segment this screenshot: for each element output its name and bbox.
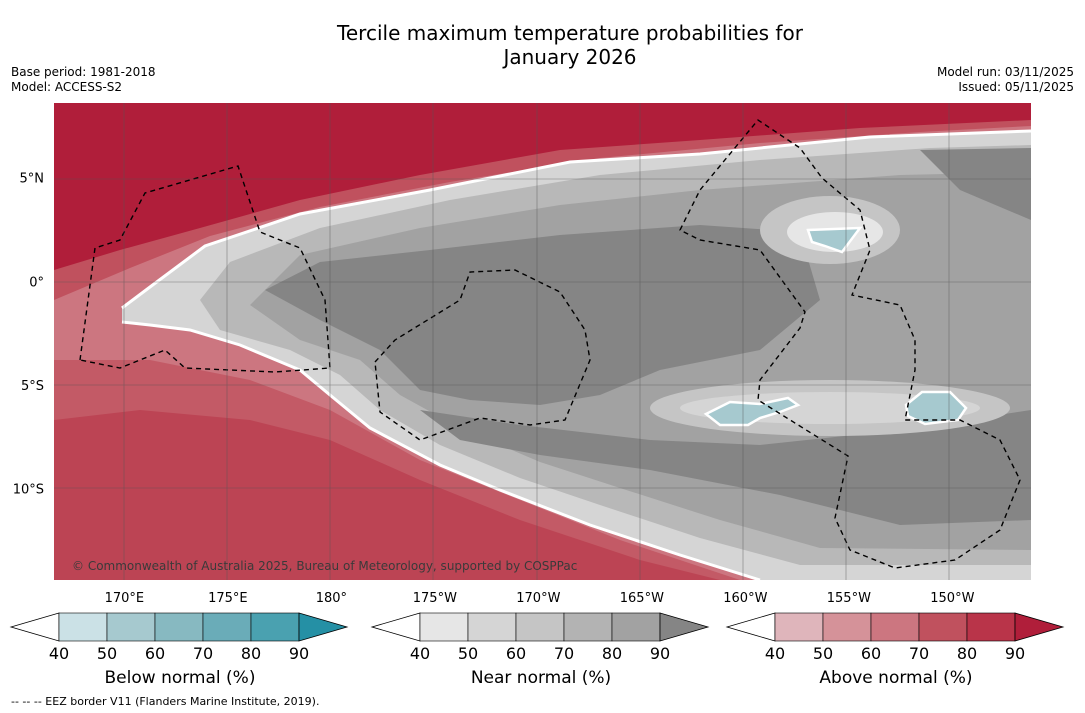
y-tick-label: 0°: [29, 275, 44, 290]
near-normal-label: Near normal (%): [470, 668, 612, 688]
below-colorbar-tick: 60: [145, 644, 165, 663]
near-colorbar-tick: 60: [506, 644, 526, 663]
x-tick-label: 150°W: [930, 591, 974, 606]
x-tick-labels: 170°E 175°E 180° 175°W 170°W 165°W 160°W 155°W 1…: [105, 591, 975, 606]
x-tick-label: 170°E: [105, 591, 145, 606]
base-period: Base period: 1981-2018: [11, 65, 156, 79]
near-colorbar-tick: 50: [458, 644, 478, 663]
chart-title: Tercile maximum temperature probabilitie…: [0, 21, 1085, 69]
below-colorbar-tick: 90: [289, 644, 309, 663]
above-colorbar-tick: 40: [765, 644, 785, 663]
x-tick-label: 160°W: [723, 591, 767, 606]
x-tick-label: 165°W: [620, 591, 664, 606]
below-colorbar-tick: 40: [49, 644, 69, 663]
graticule: [54, 103, 1031, 580]
y-tick-label: 5°S: [21, 379, 44, 394]
colorbars: 40 50 60 70 80 90 40 50 60 70 80 90 40 50 60 70 80 90: [9, 612, 1065, 663]
above-colorbar-tick: 70: [909, 644, 929, 663]
near-colorbar-segment: [467, 612, 517, 642]
tercile-boundary-north: [121, 129, 1031, 310]
below-colorbar-max-arrow: [298, 612, 349, 642]
above-colorbar-segment: [822, 612, 872, 642]
meta-right: Model run: 03/11/2025 Issued: 05/11/2025: [937, 65, 1074, 95]
x-tick-label: 175°W: [413, 591, 457, 606]
below-patch-south-west: [703, 396, 801, 427]
near-normal-90-ne: [920, 148, 1031, 220]
below-normal-label: Below normal (%): [104, 668, 256, 688]
near-colorbar-segment: [419, 612, 469, 642]
below-colorbar-tick: 50: [97, 644, 117, 663]
above-colorbar-segment: [774, 612, 824, 642]
model-run: Model run: 03/11/2025: [936, 65, 1074, 79]
copyright-notice: © Commonwealth of Australia 2025, Bureau…: [72, 559, 578, 573]
title-line-2: January 2026: [503, 45, 637, 69]
near-normal-90: [265, 225, 820, 405]
title-line-1: Tercile maximum temperature probabilitie…: [337, 21, 803, 45]
near-colorbar-segment: [611, 612, 661, 642]
meta-left: Base period: 1981-2018 Model: ACCESS-S2: [11, 65, 156, 95]
eez-footnote: -- -- -- EEZ border V11 (Flanders Marine…: [11, 695, 320, 708]
below-colorbar-segment: [202, 612, 252, 642]
y-tick-labels: 5°N 0° 5°S 10°S: [13, 172, 44, 498]
near-colorbar-segment: [563, 612, 613, 642]
near-colorbar-tick: 70: [554, 644, 574, 663]
below-colorbar-tick: 80: [241, 644, 261, 663]
near-colorbar-max-arrow: [659, 612, 710, 642]
above-band-south-70: [54, 360, 740, 580]
above-colorbar-segment: [966, 612, 1016, 642]
y-tick-label: 5°N: [20, 172, 45, 187]
x-tick-label: 180°: [316, 591, 347, 606]
below-patch-north: [806, 226, 863, 254]
model-name: Model: ACCESS-S2: [11, 80, 123, 94]
near-colorbar-tick: 90: [650, 644, 670, 663]
below-colorbar-min-arrow: [9, 612, 60, 642]
near-colorbar-min-arrow: [370, 612, 421, 642]
issued-date: Issued: 05/11/2025: [958, 80, 1074, 94]
below-colorbar-tick: 70: [193, 644, 213, 663]
x-tick-label: 155°W: [827, 591, 871, 606]
tercile-boundary-south: [121, 320, 761, 580]
x-tick-label: 170°W: [516, 591, 560, 606]
above-colorbar-tick: 80: [957, 644, 977, 663]
above-colorbar-tick: 60: [861, 644, 881, 663]
near-colorbar-tick: 80: [602, 644, 622, 663]
above-colorbar-tick: 50: [813, 644, 833, 663]
below-patch-south-east: [904, 390, 968, 426]
y-tick-label: 10°S: [13, 483, 44, 498]
below-colorbar-segment: [154, 612, 204, 642]
above-colorbar-max-arrow: [1014, 612, 1065, 642]
below-colorbar-segment: [106, 612, 156, 642]
above-colorbar-segment: [870, 612, 920, 642]
near-normal-90-south: [420, 410, 1031, 525]
near-colorbar-tick: 40: [410, 644, 430, 663]
above-colorbar-segment: [918, 612, 968, 642]
above-colorbar-min-arrow: [725, 612, 776, 642]
map-fields: [54, 103, 1031, 580]
near-colorbar-segment: [515, 612, 565, 642]
above-normal-label: Above normal (%): [819, 668, 973, 688]
below-colorbar-segment: [250, 612, 300, 642]
x-tick-label: 175°E: [208, 591, 248, 606]
below-colorbar-segment: [58, 612, 108, 642]
above-colorbar-tick: 90: [1005, 644, 1025, 663]
